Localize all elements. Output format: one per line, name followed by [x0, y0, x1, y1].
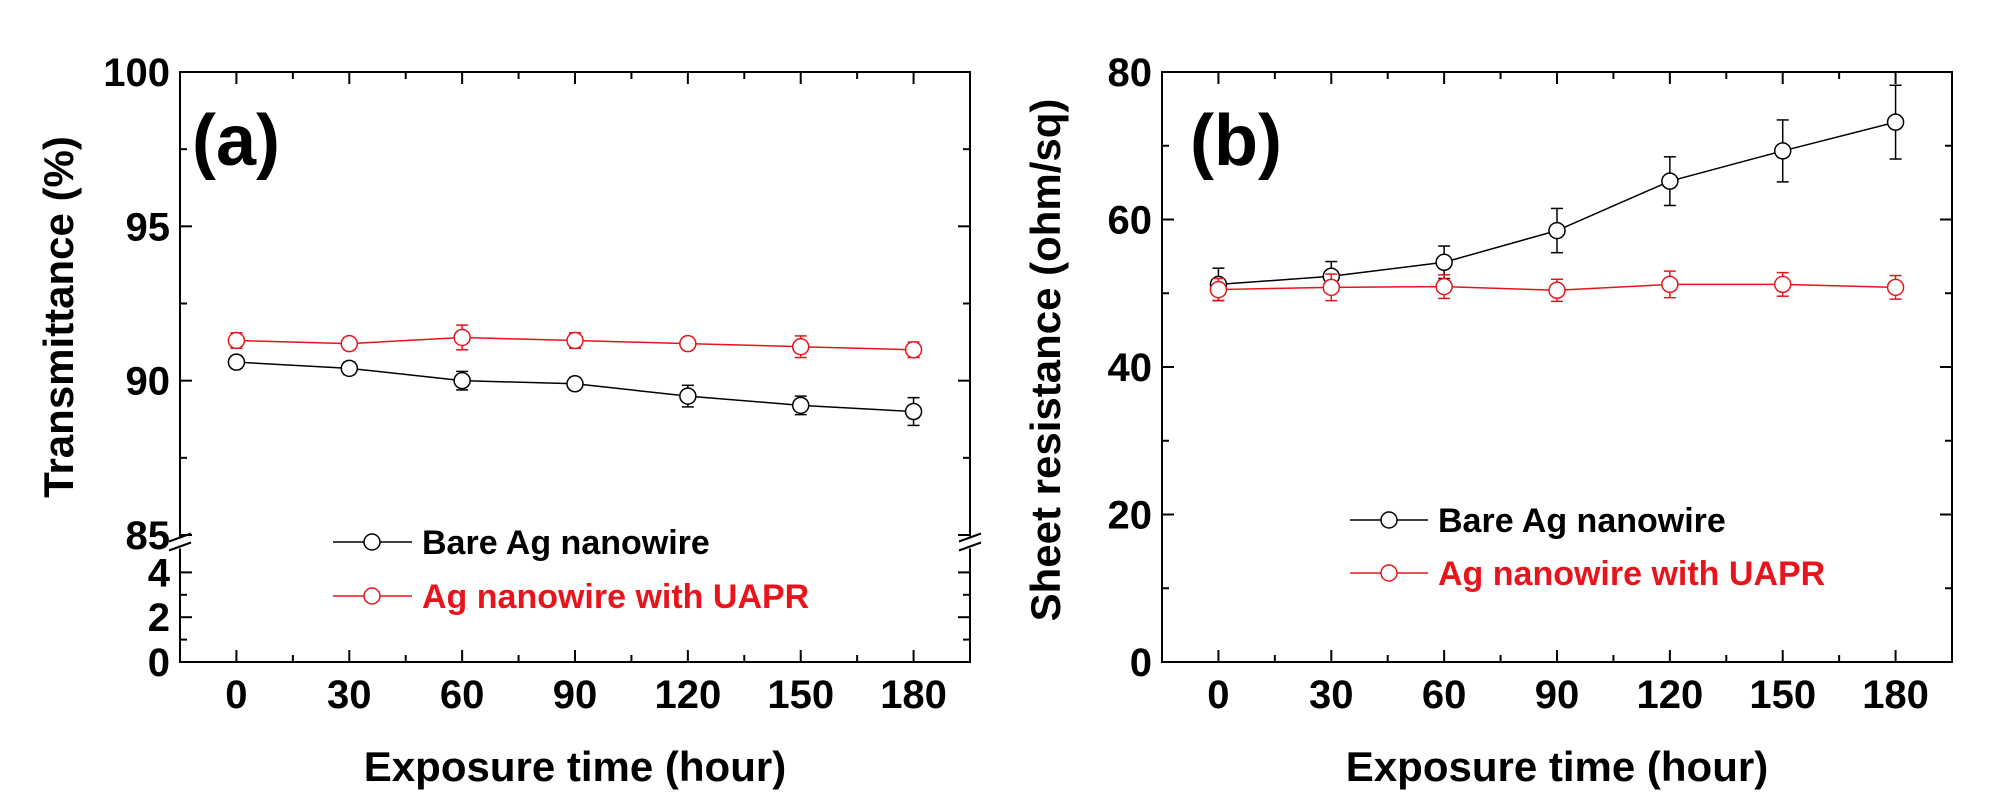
panel-b-ytick-label: 80: [1108, 51, 1153, 95]
panel-b-point: [1886, 113, 1905, 131]
panel-b-point: [1435, 277, 1453, 296]
panel-a-point: [453, 328, 471, 347]
panel-b-ticks: 0 30 60 90 120 150 180 0 20 40 60 80: [1108, 51, 1953, 717]
legend-a-marker-uapr: [363, 587, 381, 605]
panel-a-xtick-label: 90: [553, 673, 598, 717]
panel-a-label: (a): [192, 101, 280, 181]
panel-b-point: [1661, 172, 1679, 190]
panel-b-xtick-label: 180: [1862, 673, 1929, 717]
panel-a-frame: [179, 71, 971, 663]
panel-a-point: [791, 396, 810, 415]
panel-a-point: [227, 331, 246, 350]
panel-a-ytick-lower-label: 0: [148, 641, 170, 685]
legend-b-marker-bare: [1380, 511, 1398, 529]
panel-b-label: (b): [1190, 101, 1282, 181]
panel-a-point: [566, 375, 584, 393]
panel-a-legend: Bare Ag nanowire Ag nanowire with UAPR: [333, 524, 809, 616]
legend-a-label-bare: Bare Ag nanowire: [422, 524, 710, 562]
panel-a-axis-break-gap: [177, 536, 183, 549]
panel-a-axis-break-slash: [168, 532, 192, 543]
panel-a-axis-break-gap: [967, 536, 973, 549]
panel-b-xtick-label: 0: [1207, 673, 1229, 717]
panel-a-xtick-label: 0: [225, 673, 247, 717]
panel-b-ytick-label: 40: [1108, 346, 1153, 390]
panel-b-point: [1322, 278, 1341, 297]
panel-b-point: [1548, 281, 1566, 300]
panel-a-axis-break-slash: [958, 541, 982, 552]
panel-a-xtick-label: 120: [654, 673, 721, 717]
panel-b-legend: Bare Ag nanowire Ag nanowire with UAPR: [1350, 502, 1825, 593]
panel-b-xtick-label: 120: [1636, 673, 1703, 717]
panel-a-point: [453, 371, 471, 390]
panel-a-point: [340, 334, 359, 353]
panel-a-axis-break-slash: [958, 532, 982, 543]
panel-a-point: [227, 353, 246, 371]
panel-a-ytick-label: 100: [103, 51, 170, 95]
panel-b-xtick-label: 150: [1749, 673, 1816, 717]
panel-b-point: [1661, 275, 1679, 294]
legend-a-label-uapr: Ag nanowire with UAPR: [422, 578, 809, 616]
panel-b-series-line-0: [1218, 121, 1896, 286]
legend-b-label-uapr: Ag nanowire with UAPR: [1438, 555, 1825, 593]
panel-b-xtick-label: 60: [1422, 673, 1467, 717]
panel-a-xtick-label: 60: [440, 673, 485, 717]
panel-b-ylabel: Sheet resistance (ohm/sq): [1022, 99, 1069, 622]
panel-b-series: [1209, 84, 1905, 303]
panel-a-point: [679, 334, 697, 353]
panel-a-point: [904, 402, 923, 421]
panel-a-ytick-lower-label: 2: [148, 596, 170, 640]
panel-a-xtick-label: 30: [327, 673, 372, 717]
legend-b-marker-uapr: [1380, 564, 1398, 582]
panel-b-point: [1886, 278, 1905, 297]
panel-a-ytick-label: 95: [126, 205, 171, 249]
panel-a-point: [340, 359, 359, 378]
panel-a-point: [791, 337, 810, 356]
panel-a-ytick-lower-label: 4: [148, 551, 171, 595]
panel-b-xlabel: Exposure time (hour): [1346, 743, 1768, 790]
panel-b-point: [1773, 275, 1792, 294]
panel-a-ylabel: Transmittance (%): [35, 136, 82, 498]
panel-a-axis-break-slash: [168, 541, 192, 552]
panel-a-point: [679, 387, 697, 405]
panel-b-point: [1209, 280, 1228, 299]
legend-a-marker-bare: [363, 533, 381, 551]
panel-b-ytick-label: 0: [1130, 641, 1152, 685]
panel-a-ytick-label: 90: [126, 360, 171, 404]
legend-b-label-bare: Bare Ag nanowire: [1438, 502, 1726, 540]
panel-b-point: [1773, 142, 1792, 160]
panel-b-ytick-label: 60: [1108, 199, 1153, 243]
panel-a-xlabel: Exposure time (hour): [364, 743, 786, 790]
panel-b-ytick-label: 20: [1108, 494, 1153, 538]
panel-b-xtick-label: 30: [1309, 673, 1354, 717]
panel-a-xtick-label: 150: [767, 673, 834, 717]
panel-a-xtick-label: 180: [880, 673, 947, 717]
panel-b-chart: 0 30 60 90 120 150 180 0 20 40 60 80 (b) Sheet resi…: [1022, 51, 1953, 790]
panel-a-series: [227, 324, 923, 427]
panel-a-point: [904, 341, 923, 359]
panel-b-point: [1548, 221, 1566, 240]
panel-a-ytick-label: 85: [126, 514, 171, 558]
panel-b-point: [1435, 253, 1453, 272]
panel-a-point: [566, 331, 584, 350]
panel-b-xtick-label: 90: [1535, 673, 1580, 717]
